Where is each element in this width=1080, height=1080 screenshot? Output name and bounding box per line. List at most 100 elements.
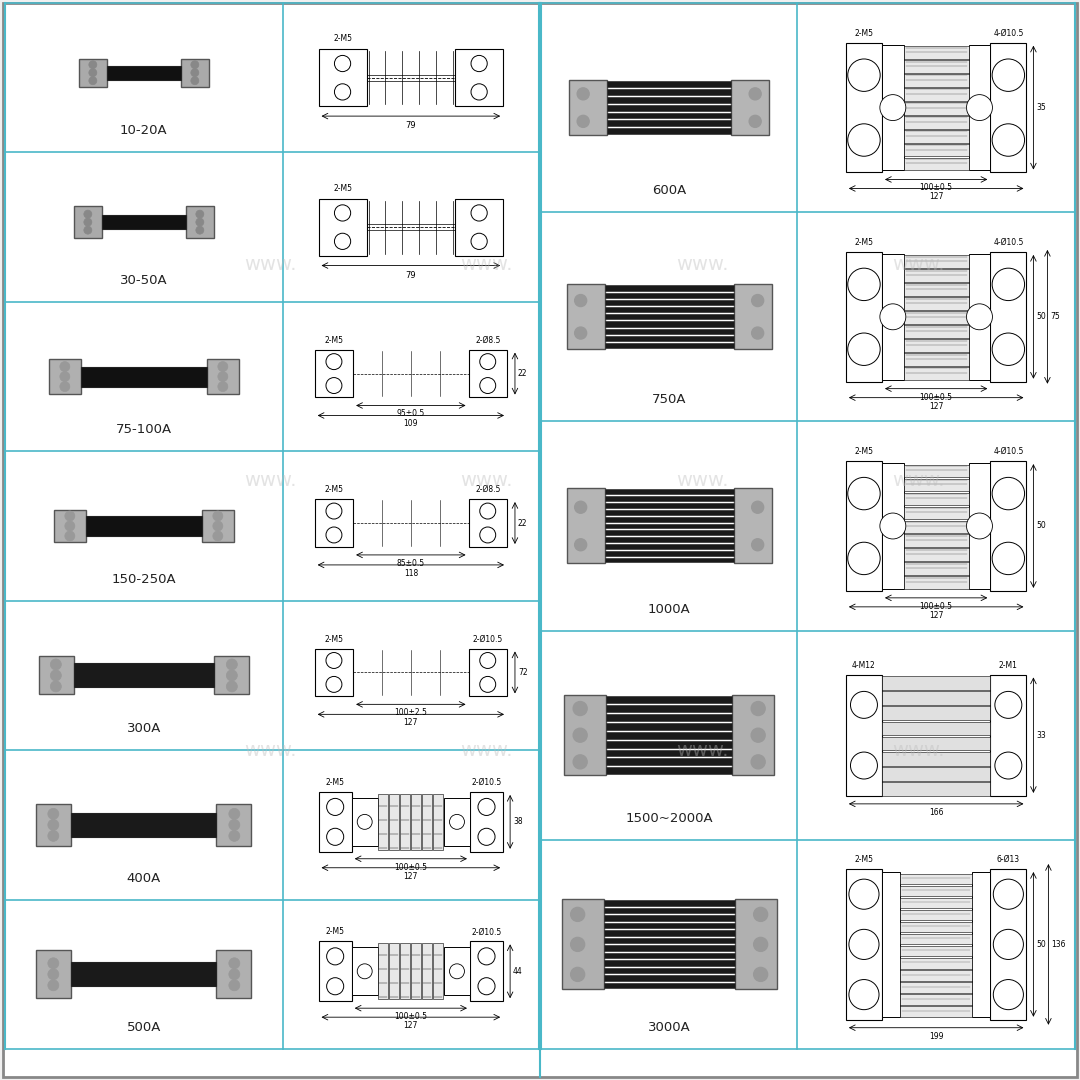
Bar <box>605 524 733 528</box>
Bar <box>37 804 71 846</box>
Bar <box>605 328 733 334</box>
Circle shape <box>229 958 240 969</box>
Text: 2-M5: 2-M5 <box>854 855 874 864</box>
Text: www.: www. <box>892 255 944 274</box>
Bar <box>433 944 443 999</box>
Circle shape <box>575 539 586 551</box>
Bar <box>605 343 733 348</box>
Text: 35: 35 <box>1037 103 1047 112</box>
Bar <box>71 813 216 837</box>
Circle shape <box>48 958 58 969</box>
Circle shape <box>48 980 58 990</box>
Bar <box>904 116 969 129</box>
Circle shape <box>480 527 496 543</box>
Bar <box>904 577 969 589</box>
Bar <box>605 557 733 563</box>
Circle shape <box>750 116 761 127</box>
Bar <box>607 81 731 87</box>
Circle shape <box>752 539 764 551</box>
Bar <box>607 120 731 126</box>
Circle shape <box>752 755 765 769</box>
Circle shape <box>89 77 97 84</box>
Bar <box>606 723 732 730</box>
Bar <box>900 982 972 993</box>
Text: 3000A: 3000A <box>648 1021 690 1034</box>
Circle shape <box>229 831 240 841</box>
Circle shape <box>84 211 92 218</box>
Circle shape <box>213 521 222 531</box>
Bar <box>605 544 733 549</box>
Bar <box>990 869 1026 1020</box>
Circle shape <box>48 820 58 831</box>
Text: 100±0.5: 100±0.5 <box>920 393 953 402</box>
Circle shape <box>326 378 342 393</box>
Bar <box>71 962 216 986</box>
Bar <box>79 58 107 86</box>
Bar <box>319 199 366 256</box>
Bar <box>352 798 378 846</box>
Text: 6-Ø13: 6-Ø13 <box>997 855 1020 864</box>
Bar <box>605 489 733 495</box>
Bar <box>904 60 969 72</box>
Bar <box>731 80 769 135</box>
Bar <box>605 530 733 536</box>
Text: 79: 79 <box>405 121 416 130</box>
Bar <box>604 975 734 981</box>
Text: www.: www. <box>244 255 296 274</box>
Bar <box>904 103 969 114</box>
Bar <box>904 269 969 282</box>
Bar <box>882 872 900 1016</box>
Bar <box>562 900 604 989</box>
Text: 300A: 300A <box>126 723 161 735</box>
Bar <box>604 960 734 966</box>
Circle shape <box>880 513 906 539</box>
Circle shape <box>227 659 238 670</box>
Circle shape <box>573 755 588 769</box>
Text: 10-20A: 10-20A <box>120 124 167 137</box>
Circle shape <box>218 362 228 372</box>
Circle shape <box>335 233 351 249</box>
Circle shape <box>577 116 590 127</box>
Text: 50: 50 <box>1037 940 1047 949</box>
Bar <box>882 721 990 735</box>
Circle shape <box>849 879 879 909</box>
Text: 2-Ø8.5: 2-Ø8.5 <box>475 485 500 495</box>
Bar <box>904 464 969 477</box>
Bar <box>605 293 733 298</box>
Circle shape <box>191 69 199 77</box>
Bar <box>606 697 732 703</box>
Bar <box>54 510 85 542</box>
Text: 127: 127 <box>404 872 418 881</box>
Bar <box>604 923 734 929</box>
Bar <box>604 901 734 906</box>
Bar <box>607 89 731 95</box>
Circle shape <box>48 808 58 820</box>
Text: 166: 166 <box>929 808 944 816</box>
Circle shape <box>575 327 586 339</box>
Circle shape <box>480 378 496 393</box>
Text: 600A: 600A <box>652 185 686 198</box>
Bar <box>606 714 732 720</box>
Bar <box>846 675 882 796</box>
Circle shape <box>478 948 495 964</box>
Circle shape <box>754 907 768 921</box>
Text: 127: 127 <box>929 192 943 202</box>
Bar <box>455 199 503 256</box>
Circle shape <box>850 752 877 779</box>
Bar <box>444 947 470 995</box>
Bar <box>49 359 81 394</box>
Bar <box>389 794 399 850</box>
Circle shape <box>848 542 880 575</box>
Bar <box>605 336 733 341</box>
Bar <box>422 944 432 999</box>
Text: www.: www. <box>676 255 728 274</box>
Circle shape <box>89 60 97 69</box>
Bar <box>904 507 969 519</box>
Text: 72: 72 <box>518 667 528 677</box>
Circle shape <box>880 303 906 329</box>
Text: www.: www. <box>460 741 512 760</box>
Circle shape <box>993 333 1025 365</box>
Text: 1500~2000A: 1500~2000A <box>625 812 713 825</box>
Text: 127: 127 <box>404 1022 418 1030</box>
Bar <box>214 657 248 694</box>
